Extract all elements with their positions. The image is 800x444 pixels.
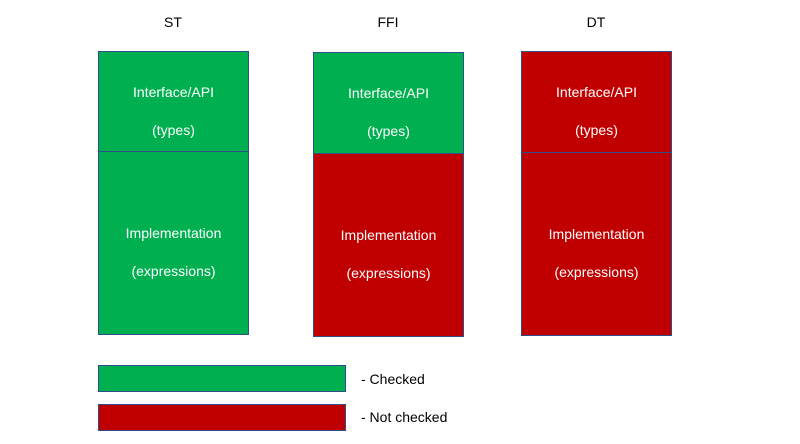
dt-implementation-block: Implementation (expressions) xyxy=(521,152,672,336)
st-interface-line1: Interface/API xyxy=(133,83,214,100)
legend-not-checked-swatch xyxy=(98,404,346,431)
dt-interface-line2: (types) xyxy=(575,122,618,138)
ffi-implementation-line2: (expressions) xyxy=(346,265,431,281)
column-title-ffi: FFI xyxy=(377,14,399,30)
st-implementation-block: Implementation (expressions) xyxy=(98,151,249,335)
ffi-implementation-line1: Implementation xyxy=(340,227,437,243)
column-title-st: ST xyxy=(164,14,182,30)
column-title-dt: DT xyxy=(586,14,606,30)
ffi-interface-block: Interface/API (types) xyxy=(313,52,464,154)
ffi-interface-line1: Interface/API xyxy=(348,85,429,101)
ffi-implementation-block: Implementation (expressions) xyxy=(313,153,464,337)
st-implementation-line1: Implementation xyxy=(125,225,222,241)
st-interface-block: Interface/API (types) xyxy=(98,51,249,152)
legend-not-checked-label: - Not checked xyxy=(361,409,448,425)
st-interface-line2: (types) xyxy=(152,121,195,138)
legend-checked-swatch xyxy=(98,365,346,392)
ffi-interface-line2: (types) xyxy=(367,123,410,139)
dt-interface-block: Interface/API (types) xyxy=(521,51,672,153)
legend-checked-label: - Checked xyxy=(361,371,425,387)
dt-implementation-line1: Implementation xyxy=(548,226,645,242)
st-implementation-line2: (expressions) xyxy=(131,263,216,279)
dt-interface-line1: Interface/API xyxy=(556,84,637,100)
dt-implementation-line2: (expressions) xyxy=(554,264,639,280)
